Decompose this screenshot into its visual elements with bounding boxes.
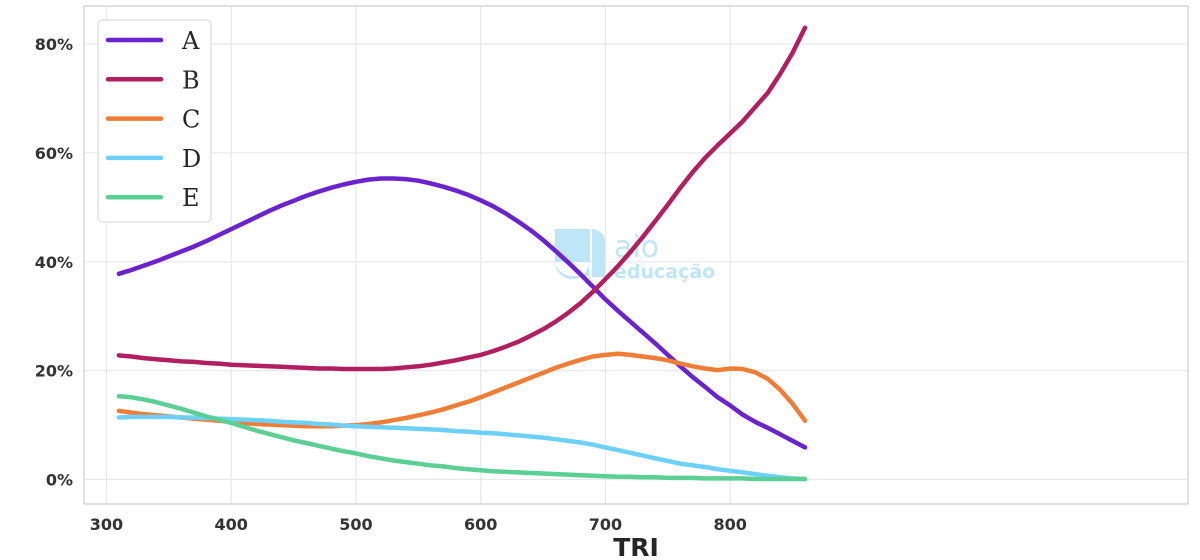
y-tick-label: 80% <box>35 35 73 54</box>
y-tick-label: 20% <box>35 362 73 381</box>
y-tick-label: 0% <box>46 471 73 490</box>
watermark: aio educação <box>555 229 715 283</box>
x-tick-label: 300 <box>90 515 123 534</box>
legend-item-b: B <box>105 66 200 94</box>
legend-label: E <box>182 184 200 212</box>
watermark-text-2: educação <box>614 261 715 283</box>
x-axis-ticks: 300 400 500 600 700 800 <box>90 515 747 534</box>
series-line-b <box>116 25 808 372</box>
legend-item-d: D <box>105 145 201 173</box>
legend-box <box>97 19 212 223</box>
legend-item-e: E <box>105 184 200 212</box>
legend-label: B <box>182 66 200 94</box>
y-tick-label: 60% <box>35 144 73 163</box>
x-tick-label: 400 <box>214 515 247 534</box>
series-line-a <box>116 176 808 450</box>
plot-frame <box>83 5 1189 505</box>
grid-lines <box>84 6 1188 504</box>
x-axis-label: TRI <box>613 533 659 560</box>
legend-label: A <box>181 27 200 55</box>
y-axis-ticks: 0% 20% 40% 60% 80% <box>35 35 73 489</box>
legend-label: D <box>182 145 201 173</box>
series-line-e <box>116 393 808 482</box>
y-tick-label: 40% <box>35 253 73 272</box>
x-tick-label: 500 <box>339 515 372 534</box>
series-lines <box>116 25 808 482</box>
x-tick-label: 700 <box>589 515 622 534</box>
x-tick-label: 800 <box>713 515 746 534</box>
legend-item-a: A <box>105 27 200 55</box>
x-tick-label: 600 <box>464 515 497 534</box>
series-line-d <box>116 414 808 482</box>
legend-label: C <box>182 106 200 134</box>
legend-item-c: C <box>105 106 200 134</box>
watermark-logo <box>555 229 605 279</box>
